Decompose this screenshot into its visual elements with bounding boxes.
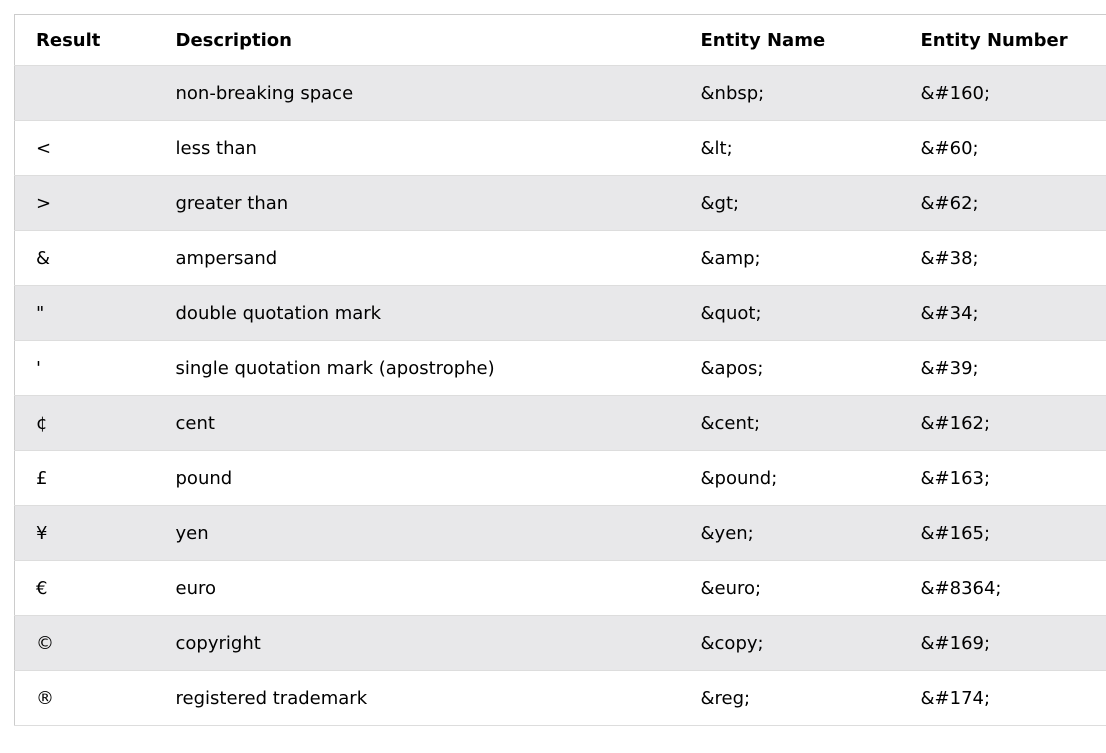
table-row: < less than &lt; &#60;: [14, 120, 1106, 176]
cell-entity-number: &#60;: [899, 120, 1106, 176]
cell-result: ®: [14, 670, 155, 726]
table-row: ¢ cent &cent; &#162;: [14, 395, 1106, 451]
cell-entity-name: &pound;: [679, 450, 900, 506]
html-entities-table: Result Description Entity Name Entity Nu…: [14, 14, 1106, 726]
cell-entity-name: &cent;: [679, 395, 900, 451]
cell-description: non-breaking space: [154, 65, 680, 121]
cell-result: <: [14, 120, 155, 176]
cell-entity-number: &#38;: [899, 230, 1106, 286]
table-header-row: Result Description Entity Name Entity Nu…: [14, 14, 1106, 66]
cell-result: £: [14, 450, 155, 506]
table-row: ¥ yen &yen; &#165;: [14, 505, 1106, 561]
cell-entity-name: &apos;: [679, 340, 900, 396]
cell-result: ¥: [14, 505, 155, 561]
cell-entity-number: &#160;: [899, 65, 1106, 121]
cell-entity-name: &gt;: [679, 175, 900, 231]
cell-description: pound: [154, 450, 680, 506]
header-entity-name: Entity Name: [679, 14, 900, 66]
header-entity-number: Entity Number: [899, 14, 1106, 66]
cell-entity-number: &#62;: [899, 175, 1106, 231]
cell-entity-number: &#165;: [899, 505, 1106, 561]
table-row: ' single quotation mark (apostrophe) &ap…: [14, 340, 1106, 396]
table-row: " double quotation mark &quot; &#34;: [14, 285, 1106, 341]
table-row: ® registered trademark &reg; &#174;: [14, 670, 1106, 726]
cell-entity-number: &#174;: [899, 670, 1106, 726]
cell-entity-name: &nbsp;: [679, 65, 900, 121]
header-description: Description: [154, 14, 680, 66]
cell-entity-name: &quot;: [679, 285, 900, 341]
cell-description: double quotation mark: [154, 285, 680, 341]
cell-entity-name: &reg;: [679, 670, 900, 726]
cell-description: greater than: [154, 175, 680, 231]
table-row: non-breaking space &nbsp; &#160;: [14, 65, 1106, 121]
cell-result: ': [14, 340, 155, 396]
header-result: Result: [14, 14, 155, 66]
cell-result: ": [14, 285, 155, 341]
cell-description: cent: [154, 395, 680, 451]
cell-description: ampersand: [154, 230, 680, 286]
cell-entity-name: &copy;: [679, 615, 900, 671]
cell-entity-number: &#34;: [899, 285, 1106, 341]
cell-result: €: [14, 560, 155, 616]
cell-description: registered trademark: [154, 670, 680, 726]
cell-description: less than: [154, 120, 680, 176]
cell-result: ¢: [14, 395, 155, 451]
cell-entity-name: &yen;: [679, 505, 900, 561]
cell-entity-name: &euro;: [679, 560, 900, 616]
cell-entity-number: &#162;: [899, 395, 1106, 451]
cell-entity-name: &amp;: [679, 230, 900, 286]
cell-entity-number: &#8364;: [899, 560, 1106, 616]
cell-description: single quotation mark (apostrophe): [154, 340, 680, 396]
cell-result: &: [14, 230, 155, 286]
cell-result: ©: [14, 615, 155, 671]
cell-description: yen: [154, 505, 680, 561]
table-row: > greater than &gt; &#62;: [14, 175, 1106, 231]
table-row: € euro &euro; &#8364;: [14, 560, 1106, 616]
cell-result: [14, 65, 155, 121]
cell-entity-number: &#163;: [899, 450, 1106, 506]
table-row: & ampersand &amp; &#38;: [14, 230, 1106, 286]
table-row: £ pound &pound; &#163;: [14, 450, 1106, 506]
cell-entity-number: &#169;: [899, 615, 1106, 671]
cell-description: euro: [154, 560, 680, 616]
entities-table-container: Result Description Entity Name Entity Nu…: [14, 14, 1106, 726]
table-row: © copyright &copy; &#169;: [14, 615, 1106, 671]
cell-entity-name: &lt;: [679, 120, 900, 176]
cell-result: >: [14, 175, 155, 231]
cell-entity-number: &#39;: [899, 340, 1106, 396]
cell-description: copyright: [154, 615, 680, 671]
